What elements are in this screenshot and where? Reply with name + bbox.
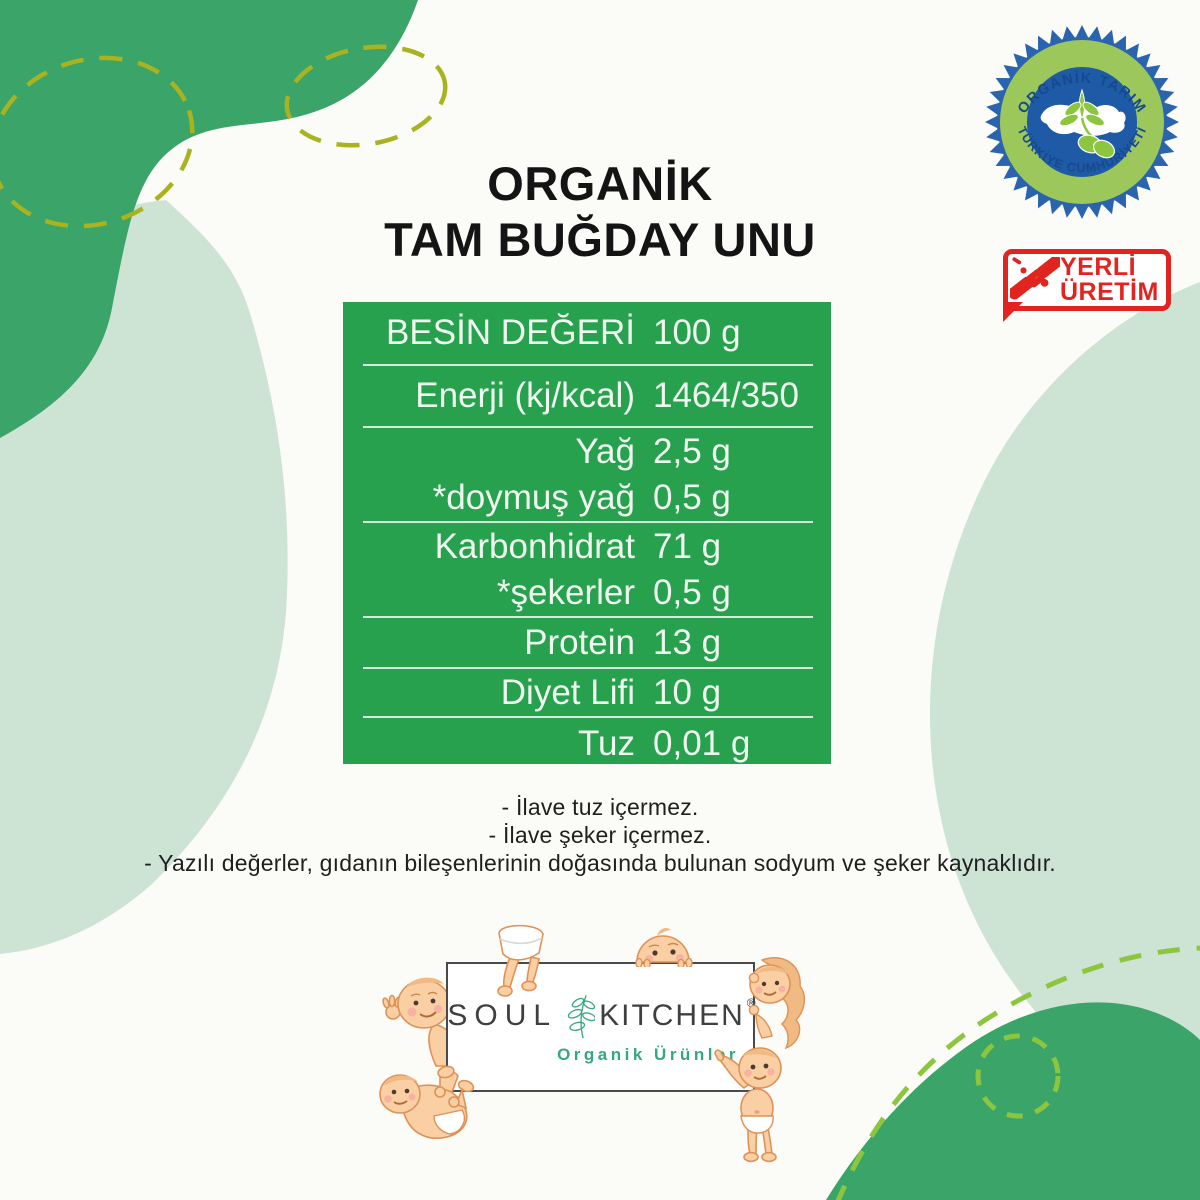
organic-agriculture-seal: ORGANİK TARIM TÜRKİYE CUMHURİYETİ — [985, 25, 1179, 219]
logo-wordmark: SOUL KITCHEN ® — [447, 990, 756, 1042]
light-green-right-blob — [929, 282, 1200, 1124]
baby-standing-right — [714, 1047, 782, 1163]
nutrient-label: Karbonhidrat — [434, 526, 635, 566]
row-separator — [363, 364, 813, 366]
dashed-ellipse-left — [0, 55, 195, 229]
nutrition-row: Enerji (kj/kcal) 1464/350 — [343, 366, 831, 426]
registered-mark: ® — [746, 996, 756, 1010]
logo-subtitle: Organik Ürünler — [557, 1045, 739, 1064]
yerli-line: YERLİ — [1060, 253, 1137, 281]
row-separator — [363, 716, 813, 718]
light-green-left-blob — [0, 200, 288, 954]
nutrient-label: BESİN DEĞERİ — [386, 313, 635, 352]
wheat-leaf-icon — [1059, 88, 1116, 159]
nutrient-value: 10 g — [653, 672, 722, 712]
uretim-line: ÜRETİM — [1060, 278, 1159, 306]
yerli-uretim-label: YERLİ ÜRETİM — [1060, 255, 1159, 305]
baby-climbing-top — [497, 924, 544, 997]
nutrient-value: 71 g — [653, 526, 722, 566]
row-separator — [363, 616, 813, 618]
badge-tail — [1003, 302, 1023, 322]
nutrition-row: BESİN DEĞERİ 100 g — [343, 302, 831, 364]
nutrition-row: Karbonhidrat 71 g — [343, 523, 831, 570]
nutrition-row: Tuz 0,01 g — [343, 718, 831, 770]
row-separator — [363, 667, 813, 669]
nutrition-row: Protein 13 g — [343, 618, 831, 667]
baby-girl-right — [748, 957, 806, 1050]
baby-peeking-top — [635, 928, 693, 967]
logo-word-soul: SOUL — [447, 999, 558, 1032]
nutrient-label: Yağ — [575, 431, 635, 471]
nutrient-value: 13 g — [653, 622, 722, 662]
title-line-2: TAM BUĞDAY UNU — [384, 213, 816, 266]
footnotes: - İlave tuz içermez. - İlave şeker içerm… — [0, 793, 1200, 877]
handshake-icon — [1010, 257, 1060, 300]
baby-lying-bottom-left — [379, 1065, 475, 1139]
nutrient-value: 0,01 g — [653, 724, 751, 763]
dark-green-bottomright-blob — [826, 1002, 1200, 1200]
nutrient-value: 100 g — [653, 313, 741, 352]
dashed-circle-bottomright — [975, 1033, 1061, 1119]
nutrition-row: *şekerler 0,5 g — [343, 570, 831, 616]
dashed-ellipse-top — [284, 44, 448, 148]
nutrient-label: Protein — [524, 622, 635, 662]
nutrient-value: 1464/350 — [653, 376, 799, 415]
nutrition-row: *doymuş yağ 0,5 g — [343, 475, 831, 521]
nutrition-table: BESİN DEĞERİ 100 g Enerji (kj/kcal) 1464/35… — [343, 302, 831, 764]
nutrient-value: 2,5 g — [653, 431, 731, 471]
footnote-3: - Yazılı değerler, gıdanın bileşenlerini… — [144, 850, 1056, 876]
nutrition-row: Diyet Lifi 10 g — [343, 669, 831, 716]
nutrient-label: *doymuş yağ — [432, 478, 635, 517]
soul-kitchen-logo: SOUL KITCHEN ® Organik Ürünler — [446, 962, 756, 1092]
footnote-2: - İlave şeker içermez. — [488, 822, 712, 848]
leaf-sprig-icon — [567, 995, 596, 1039]
row-separator — [363, 521, 813, 523]
nutrient-label: Tuz — [577, 724, 635, 763]
nutrition-row: Yağ 2,5 g — [343, 428, 831, 475]
title-line-1: ORGANİK — [487, 157, 713, 210]
logo-word-kitchen: KITCHEN — [599, 999, 745, 1032]
row-separator — [363, 426, 813, 428]
footnote-1: - İlave tuz içermez. — [501, 794, 699, 820]
dark-green-topleft-blob — [0, 0, 418, 438]
nutrient-label: *şekerler — [496, 573, 635, 612]
nutrient-value: 0,5 g — [653, 573, 731, 612]
nutrient-label: Enerji (kj/kcal) — [415, 376, 635, 415]
nutrient-value: 0,5 g — [653, 478, 731, 517]
page-title: ORGANİK TAM BUĞDAY UNU — [0, 156, 1200, 268]
yerli-uretim-badge: YERLİ ÜRETİM — [1003, 249, 1171, 322]
dashed-curve-bottomright — [835, 945, 1200, 1200]
nutrient-label: Diyet Lifi — [500, 672, 635, 712]
